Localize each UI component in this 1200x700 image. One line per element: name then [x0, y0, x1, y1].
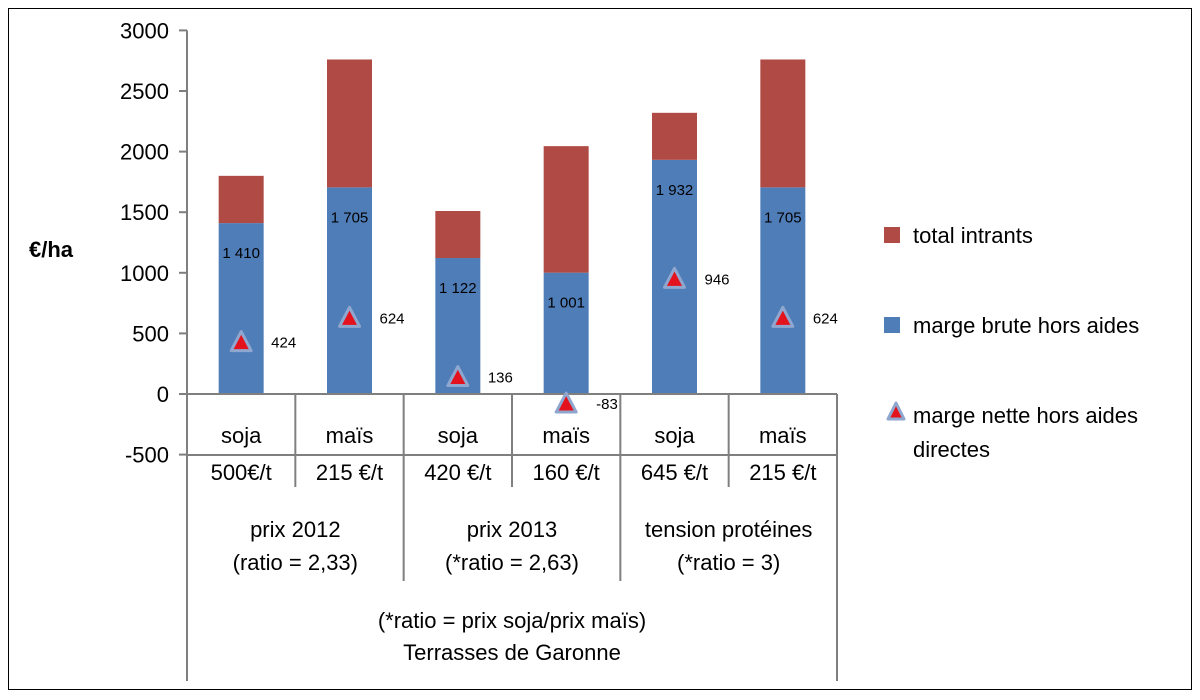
category-price: 420 €/t	[424, 460, 491, 485]
marker-marge-nette	[663, 266, 686, 289]
data-label-marge-brute: 1 705	[764, 209, 802, 226]
bar-marge-brute	[218, 223, 264, 394]
category-price: 215 €/t	[316, 460, 383, 485]
data-label-marge-nette: 424	[271, 335, 296, 352]
footer-line2: Terrasses de Garonne	[403, 640, 621, 665]
marker-marge-nette	[771, 305, 795, 328]
bar-total-intrants	[760, 59, 806, 188]
marker-marge-nette	[338, 305, 361, 328]
data-label-marge-brute: 1 932	[656, 182, 694, 199]
bar-total-intrants	[543, 146, 589, 273]
group-label-line1: tension protéines	[645, 517, 813, 542]
category-label: soja	[654, 423, 695, 448]
data-label-marge-brute: 1 001	[547, 295, 585, 312]
data-label-marge-brute: 1 122	[439, 280, 477, 297]
marker-marge-nette	[229, 330, 253, 353]
legend-label-marge-nette-line2: directes	[913, 437, 990, 462]
category-price: 160 €/t	[533, 460, 600, 485]
data-label-marge-nette: 136	[488, 370, 513, 387]
data-label-marge-brute: 1 705	[331, 209, 369, 226]
legend-marker-marge-nette	[886, 401, 906, 421]
legend-label-marge-brute: marge brute hors aides	[913, 313, 1139, 338]
legend-swatch-marge-brute	[884, 317, 900, 333]
bar-total-intrants	[435, 210, 481, 259]
legend-swatch-total-intrants	[884, 227, 900, 243]
category-price: 215 €/t	[749, 460, 816, 485]
footer-line1: (*ratio = prix soja/prix maïs)	[378, 608, 646, 633]
category-label: soja	[221, 423, 262, 448]
bar-total-intrants	[652, 112, 697, 160]
y-tick-label: -500	[125, 443, 169, 468]
category-label: maïs	[759, 423, 807, 448]
data-label-marge-nette: 624	[813, 310, 838, 327]
bar-total-intrants	[218, 175, 264, 224]
category-label: maïs	[542, 423, 590, 448]
y-tick-label: 500	[132, 321, 169, 346]
bar-marge-brute	[760, 187, 806, 394]
category-label: maïs	[326, 423, 374, 448]
stacked-bar-chart: -500 0 500 1000 1500 2000 2500 3000 €/ha 1 410 1 7…	[29, 18, 1139, 681]
data-label-marge-nette: -83	[596, 396, 618, 413]
group-label-line1: prix 2013	[467, 517, 558, 542]
group-label-line2: (ratio = 2,33)	[233, 550, 358, 575]
category-price: 645 €/t	[641, 460, 708, 485]
y-tick-label: 2000	[120, 140, 169, 165]
marker-marge-nette	[554, 391, 578, 414]
marker-marge-nette	[446, 365, 470, 388]
category-label: soja	[438, 423, 479, 448]
y-axis-label: €/ha	[29, 237, 74, 262]
bar-marge-brute	[543, 272, 589, 394]
y-tick-label: 2500	[120, 79, 169, 104]
category-price: 500€/t	[211, 460, 272, 485]
bar-marge-brute	[327, 187, 372, 394]
group-label-line1: prix 2012	[250, 517, 341, 542]
data-label-marge-brute: 1 410	[222, 245, 260, 262]
y-tick-label: 0	[157, 382, 169, 407]
legend-label-marge-nette-line1: marge nette hors aides	[913, 403, 1138, 428]
y-tick-label: 1000	[120, 261, 169, 286]
legend-label-total-intrants: total intrants	[913, 223, 1033, 248]
data-label-marge-nette: 946	[705, 271, 730, 288]
chart-frame: -500 0 500 1000 1500 2000 2500 3000 €/ha 1 410 1 7…	[8, 8, 1192, 690]
y-tick-label: 1500	[120, 200, 169, 225]
group-label-line2: (*ratio = 3)	[677, 550, 780, 575]
data-label-marge-nette: 624	[380, 310, 405, 327]
y-tick-label: 3000	[120, 18, 169, 43]
bar-total-intrants	[327, 59, 372, 188]
group-label-line2: (*ratio = 2,63)	[445, 550, 579, 575]
